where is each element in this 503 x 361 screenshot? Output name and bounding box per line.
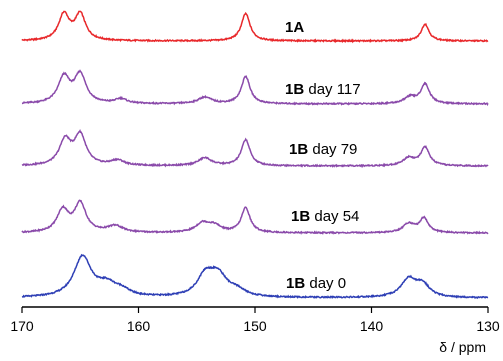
spectrum-trace-4	[21, 199, 489, 235]
trace-label-compound: 1B	[289, 141, 308, 158]
spectrum-trace-3	[21, 129, 489, 169]
trace-label-compound: 1B	[285, 81, 304, 98]
trace-label-2: 1B day 117	[285, 81, 361, 98]
trace-label-day: day 79	[308, 141, 357, 158]
x-tick-label-170: 170	[10, 318, 34, 334]
trace-label-compound: 1B	[286, 275, 305, 292]
spectrum-trace-5	[21, 253, 489, 300]
trace-label-day: day 0	[305, 275, 346, 292]
spectrum-trace-1	[21, 10, 489, 44]
trace-label-compound: 1B	[291, 208, 310, 225]
trace-label-3: 1B day 79	[289, 141, 357, 158]
x-tick-label-130: 130	[476, 318, 500, 334]
trace-label-day: day 117	[304, 81, 360, 98]
trace-label-day: day 54	[310, 208, 359, 225]
trace-label-1: 1A	[285, 19, 304, 36]
x-tick-label-160: 160	[127, 318, 151, 334]
trace-label-4: 1B day 54	[291, 208, 359, 225]
x-tick-label-150: 150	[243, 318, 267, 334]
x-tick-label-140: 140	[360, 318, 384, 334]
x-axis-ticks: 170 160 150 140 130	[10, 307, 500, 334]
x-axis-title: δ / ppm	[439, 339, 486, 355]
spectrum-trace-2	[21, 69, 489, 107]
spectra-traces	[21, 10, 489, 300]
trace-label-5: 1B day 0	[286, 275, 346, 292]
trace-label-compound: 1A	[285, 19, 304, 36]
